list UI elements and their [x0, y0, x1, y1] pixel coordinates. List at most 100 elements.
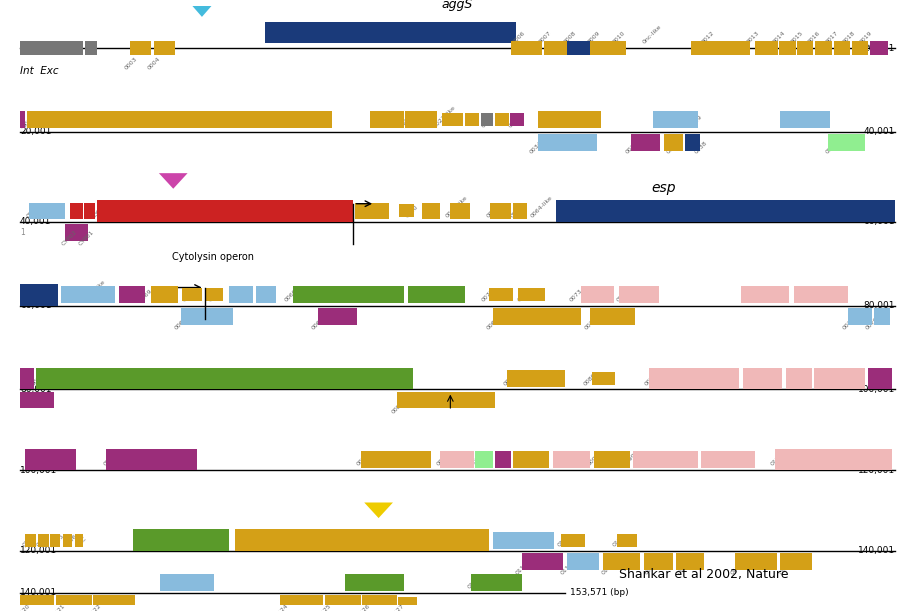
Bar: [355, 202, 390, 219]
Text: 0067: 0067: [26, 288, 40, 302]
Bar: [619, 287, 659, 303]
Bar: [20, 284, 58, 306]
Bar: [553, 451, 590, 468]
Bar: [743, 368, 782, 389]
Bar: [70, 202, 82, 219]
Text: 0018: 0018: [842, 31, 856, 45]
Text: 0098: 0098: [587, 453, 601, 467]
Bar: [399, 204, 414, 218]
Text: 0040: 0040: [824, 140, 839, 155]
Bar: [544, 42, 567, 54]
Text: 0065: 0065: [310, 316, 325, 331]
Bar: [182, 288, 202, 301]
Text: 0074: 0074: [616, 288, 630, 302]
Text: 0110: 0110: [476, 533, 490, 548]
Bar: [151, 287, 178, 303]
Text: 0061: 0061: [174, 316, 188, 331]
Bar: [815, 42, 833, 54]
Bar: [834, 42, 850, 54]
Bar: [538, 111, 601, 128]
Bar: [160, 574, 213, 590]
Text: 0126: 0126: [357, 604, 371, 611]
Text: 0088: 0088: [714, 372, 728, 386]
Polygon shape: [189, 2, 214, 17]
Text: 0031: 0031: [481, 114, 495, 129]
Text: 0064: 0064: [209, 288, 223, 302]
Bar: [522, 554, 564, 570]
Text: 0120: 0120: [16, 604, 31, 611]
Text: 0124: 0124: [274, 604, 289, 611]
Text: 0017: 0017: [824, 31, 839, 45]
Bar: [644, 554, 673, 570]
Bar: [513, 451, 549, 468]
Text: 0062-like: 0062-like: [445, 195, 468, 219]
Bar: [702, 451, 755, 468]
Text: 0119: 0119: [779, 562, 793, 576]
Text: 0091: 0091: [102, 453, 117, 467]
Bar: [780, 554, 812, 570]
Text: 0039: 0039: [689, 114, 704, 129]
Text: 0075: 0075: [841, 316, 856, 331]
Bar: [741, 287, 790, 303]
Bar: [56, 595, 92, 611]
Text: 60,001: 60,001: [864, 217, 895, 226]
Bar: [38, 533, 48, 547]
Bar: [318, 308, 357, 324]
Text: 120,001: 120,001: [858, 466, 895, 475]
Bar: [633, 451, 698, 468]
Text: 0084: 0084: [392, 400, 405, 414]
Bar: [567, 554, 599, 570]
Text: 0066: 0066: [284, 288, 298, 302]
Bar: [780, 111, 830, 128]
Bar: [361, 451, 431, 468]
Text: 0100: 0100: [661, 453, 674, 467]
Bar: [495, 113, 509, 126]
Text: 0064: 0064: [230, 288, 244, 302]
Text: 0114: 0114: [560, 562, 575, 576]
Bar: [755, 42, 778, 54]
Text: 0013: 0013: [747, 31, 761, 45]
Bar: [205, 288, 222, 301]
Text: 0123: 0123: [160, 575, 175, 590]
Text: 153,571 (bp): 153,571 (bp): [569, 588, 629, 598]
Bar: [603, 554, 640, 570]
Text: Int  Exc: Int Exc: [20, 66, 59, 76]
Text: 40,001: 40,001: [864, 127, 895, 136]
Text: 0111: 0111: [557, 533, 572, 548]
Bar: [556, 200, 895, 222]
Bar: [786, 368, 812, 389]
Text: 0125: 0125: [318, 604, 332, 611]
Text: 0112: 0112: [612, 533, 627, 548]
Text: 0106: 0106: [64, 533, 79, 548]
Bar: [493, 532, 554, 549]
Text: 100,001: 100,001: [858, 385, 895, 394]
Text: CYP01: CYP01: [78, 230, 94, 247]
Text: 100,001: 100,001: [20, 466, 57, 475]
Bar: [617, 533, 637, 547]
Text: 0127: 0127: [392, 604, 406, 611]
Text: 140,001: 140,001: [20, 588, 57, 598]
Polygon shape: [159, 173, 188, 189]
Text: 0087: 0087: [644, 371, 659, 386]
Text: 1: 1: [20, 228, 25, 237]
Bar: [511, 113, 524, 126]
Bar: [581, 287, 614, 303]
Text: 0038: 0038: [694, 140, 709, 155]
Bar: [775, 448, 892, 470]
Bar: [650, 368, 739, 389]
Bar: [561, 533, 585, 547]
Text: 0097: 0097: [553, 453, 567, 467]
Text: 0101: 0101: [704, 453, 717, 467]
Text: 0113: 0113: [515, 562, 530, 576]
Text: 0103: 0103: [22, 533, 37, 548]
Text: 0064-like: 0064-like: [530, 195, 554, 219]
Text: 0004: 0004: [147, 56, 162, 71]
Bar: [293, 287, 404, 303]
Bar: [119, 287, 145, 303]
Text: 0064: 0064: [510, 204, 524, 219]
Text: 0105: 0105: [50, 533, 65, 548]
Bar: [538, 134, 597, 151]
Bar: [130, 42, 151, 54]
Text: CYL-: CYL-: [71, 205, 84, 219]
Bar: [36, 368, 413, 389]
